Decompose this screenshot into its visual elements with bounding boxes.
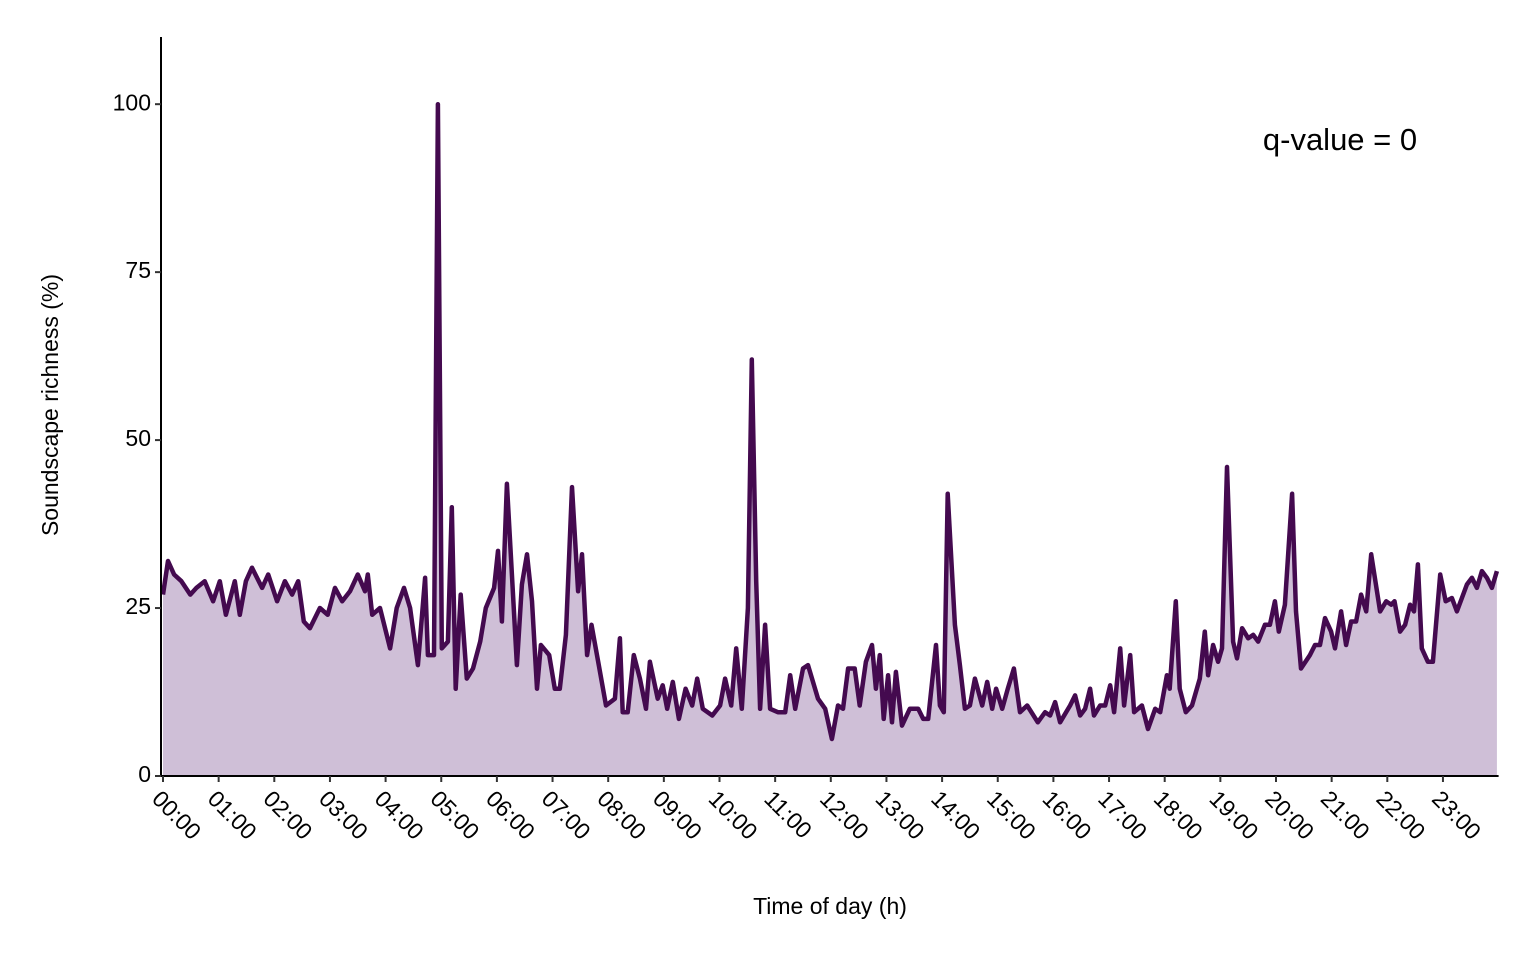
x-tick-label: 14:00 bbox=[926, 785, 985, 844]
y-tick-label: 25 bbox=[125, 593, 151, 619]
x-tick-label: 08:00 bbox=[592, 785, 651, 844]
x-tick-label: 00:00 bbox=[147, 785, 206, 844]
x-tick-label: 15:00 bbox=[982, 785, 1041, 844]
x-tick-label: 01:00 bbox=[203, 785, 262, 844]
x-axis-title: Time of day (h) bbox=[753, 893, 907, 919]
x-tick-label: 06:00 bbox=[481, 785, 540, 844]
x-tick-label: 07:00 bbox=[537, 785, 596, 844]
x-tick-label: 23:00 bbox=[1427, 785, 1486, 844]
y-tick-label: 0 bbox=[138, 761, 151, 787]
x-tick-label: 19:00 bbox=[1205, 785, 1264, 844]
x-tick-label: 12:00 bbox=[815, 785, 874, 844]
x-tick-label: 13:00 bbox=[871, 785, 930, 844]
y-tick-label: 100 bbox=[113, 89, 151, 115]
x-tick-label: 03:00 bbox=[314, 785, 373, 844]
y-tick-label: 75 bbox=[125, 257, 151, 283]
y-tick-label: 50 bbox=[125, 425, 151, 451]
x-tick-label: 11:00 bbox=[759, 785, 817, 843]
x-tick-label: 05:00 bbox=[425, 785, 484, 844]
annotation: q-value = 0 bbox=[1263, 122, 1417, 157]
x-tick-label: 16:00 bbox=[1038, 785, 1097, 844]
x-tick-label: 22:00 bbox=[1371, 785, 1430, 844]
x-tick-label: 10:00 bbox=[704, 785, 763, 844]
x-tick-label: 17:00 bbox=[1093, 785, 1152, 844]
area-fill bbox=[163, 104, 1497, 776]
x-tick-label: 18:00 bbox=[1149, 785, 1208, 844]
x-tick-label: 20:00 bbox=[1260, 785, 1319, 844]
x-tick-label: 09:00 bbox=[648, 785, 707, 844]
x-tick-label: 04:00 bbox=[370, 785, 429, 844]
data-line bbox=[160, 101, 1500, 742]
y-axis-title: Soundscape richness (%) bbox=[37, 274, 63, 536]
x-tick-label: 21:00 bbox=[1316, 785, 1375, 844]
x-tick-label: 02:00 bbox=[258, 785, 317, 844]
